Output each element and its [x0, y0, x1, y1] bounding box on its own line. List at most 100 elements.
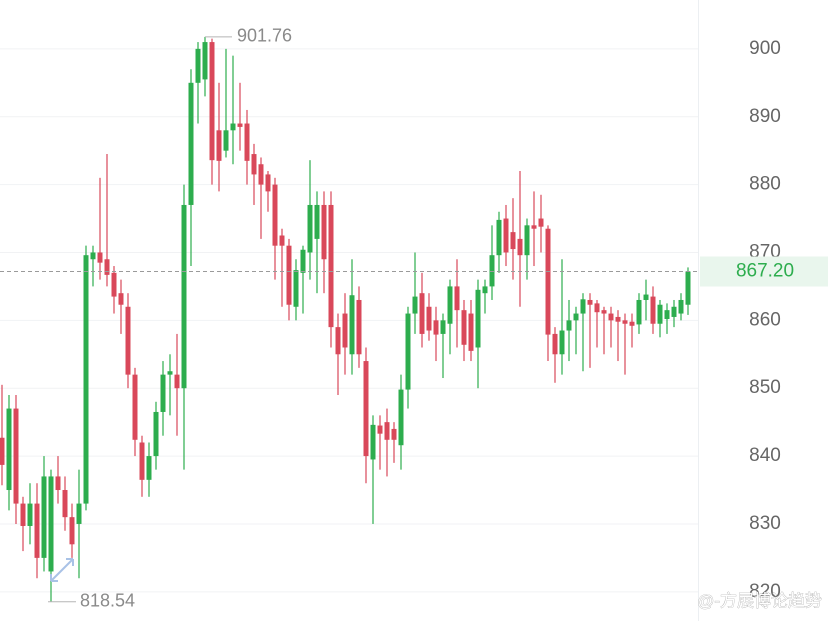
candle-body	[342, 313, 348, 348]
candle-body	[685, 271, 691, 305]
candle-body	[566, 320, 572, 331]
y-tick-label: 840	[749, 445, 781, 466]
candle-body	[6, 408, 12, 491]
candle-body	[258, 164, 264, 185]
candle-body	[265, 174, 271, 192]
candle-body	[244, 123, 250, 161]
candle-body	[216, 130, 222, 161]
candle-body	[405, 313, 411, 390]
candle-body	[615, 316, 621, 322]
candle-body	[349, 295, 355, 355]
candle-body	[20, 503, 26, 526]
candle-body	[27, 503, 33, 526]
candle-body	[328, 204, 334, 328]
candle-body	[139, 442, 145, 480]
candle-body	[76, 503, 82, 524]
candle-body	[643, 294, 649, 300]
expand-icon[interactable]	[50, 558, 74, 582]
candle-body	[307, 204, 313, 253]
candle-body	[34, 503, 40, 558]
candle-body	[671, 306, 677, 317]
candle-body	[510, 232, 516, 250]
candle-body	[468, 313, 474, 351]
candle-body	[601, 310, 607, 314]
candle-body	[41, 476, 47, 558]
candle-body	[629, 321, 635, 326]
candle-body	[48, 476, 54, 572]
y-tick-label: 900	[749, 38, 781, 59]
candle-body	[622, 320, 628, 324]
candle-body	[461, 310, 467, 345]
candle-body	[69, 517, 75, 545]
candle-body	[174, 374, 180, 389]
candle-body	[188, 82, 194, 205]
candle-body	[489, 255, 495, 287]
y-tick-label: 860	[749, 309, 781, 330]
y-tick-label: 850	[749, 377, 781, 398]
candle-body	[664, 310, 670, 319]
candle-body	[398, 389, 404, 446]
candle-body	[321, 204, 327, 260]
candle-body	[391, 428, 397, 440]
candle-body	[286, 245, 292, 305]
candle-body	[230, 123, 236, 131]
candle-body	[475, 289, 481, 348]
candles	[0, 36, 691, 602]
candle-body	[0, 437, 5, 465]
candle-body	[587, 299, 593, 305]
y-tick-label: 830	[749, 513, 781, 534]
candle-body	[678, 299, 684, 314]
grid	[0, 48, 698, 593]
candle-body	[279, 235, 285, 246]
candle-body	[503, 218, 509, 253]
candle-body	[83, 255, 89, 504]
candle-body	[118, 293, 124, 305]
max-label: 901.76	[237, 26, 292, 46]
candle-body	[160, 374, 166, 412]
candle-body	[363, 361, 369, 457]
candle-body	[293, 270, 299, 307]
candle-body	[524, 225, 530, 256]
candle-body	[377, 425, 383, 434]
candle-body	[314, 204, 320, 239]
candle-body	[167, 371, 173, 375]
candle-body	[272, 184, 278, 246]
candle-body	[90, 252, 96, 260]
candle-body	[447, 286, 453, 324]
candle-body	[356, 299, 362, 355]
candle-body	[545, 228, 551, 335]
candle-body	[454, 286, 460, 311]
candle-body	[531, 225, 537, 229]
candle-body	[146, 456, 152, 480]
candle-body	[223, 130, 229, 151]
candle-body	[13, 408, 19, 504]
candle-body	[97, 252, 103, 263]
y-tick-label: 880	[749, 174, 781, 195]
current-price-box	[700, 256, 828, 287]
candle-body	[482, 286, 488, 294]
candle-body	[195, 48, 201, 83]
candle-body	[517, 238, 523, 256]
candle-body	[657, 304, 663, 324]
candle-body	[636, 299, 642, 325]
candle-body	[132, 374, 138, 440]
watermark: @-方展博论趋势	[697, 591, 822, 610]
candle-body	[125, 306, 131, 375]
candle-body	[384, 422, 390, 440]
min-label: 818.54	[80, 590, 135, 610]
candle-body	[153, 411, 159, 457]
candle-body	[111, 272, 117, 297]
candle-body	[559, 330, 565, 355]
candle-body	[538, 218, 544, 227]
candle-body	[237, 123, 243, 127]
candle-body	[370, 424, 376, 460]
candle-body	[608, 313, 614, 321]
candle-body	[104, 259, 110, 275]
candle-body	[433, 320, 439, 335]
current-price-label: 867.20	[736, 260, 794, 281]
y-tick-label: 820	[749, 581, 781, 602]
candle-body	[251, 154, 257, 175]
candle-body	[650, 296, 656, 324]
candle-body	[300, 249, 306, 273]
